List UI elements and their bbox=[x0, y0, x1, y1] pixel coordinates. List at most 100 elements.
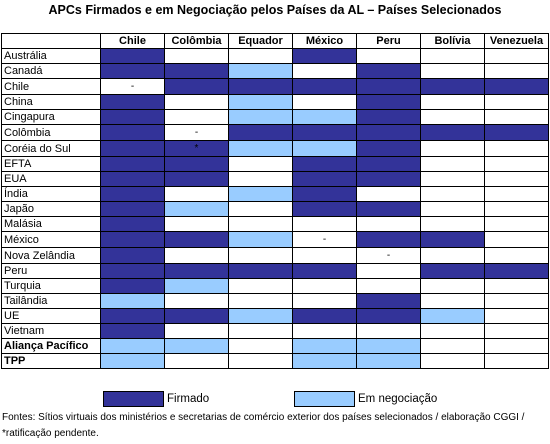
status-cell bbox=[484, 231, 549, 248]
status-cell bbox=[356, 293, 421, 309]
row-label: Peru bbox=[1, 263, 101, 279]
status-cell bbox=[420, 263, 485, 279]
status-cell bbox=[100, 338, 165, 354]
status-cell bbox=[356, 156, 421, 172]
status-cell bbox=[484, 338, 549, 354]
status-cell bbox=[484, 140, 549, 157]
row-label: Canadá bbox=[1, 63, 101, 79]
table-row: Nova Zelândia - bbox=[1, 247, 549, 264]
status-cell bbox=[420, 156, 485, 172]
status-cell bbox=[484, 263, 549, 279]
row-label: Japão bbox=[1, 201, 101, 217]
column-header: Chile bbox=[100, 33, 165, 49]
status-cell bbox=[164, 171, 229, 187]
status-cell bbox=[420, 48, 485, 64]
status-cell bbox=[164, 338, 229, 354]
table-row: Vietnam bbox=[1, 323, 549, 339]
status-cell bbox=[164, 323, 229, 339]
table-row: Peru bbox=[1, 263, 549, 279]
status-cell bbox=[228, 201, 293, 217]
status-cell bbox=[100, 63, 165, 79]
table-title: APCs Firmados e em Negociação pelos País… bbox=[48, 3, 502, 17]
status-cell bbox=[100, 231, 165, 248]
status-cell bbox=[292, 140, 357, 157]
table-row: Chile - bbox=[1, 78, 549, 95]
status-cell bbox=[292, 263, 357, 279]
status-cell bbox=[228, 124, 293, 141]
status-cell bbox=[100, 216, 165, 232]
status-cell bbox=[420, 124, 485, 141]
status-cell: - bbox=[356, 247, 421, 264]
column-header: México bbox=[292, 33, 357, 49]
status-cell bbox=[292, 278, 357, 294]
status-cell bbox=[484, 247, 549, 264]
row-label: Coréia do Sul bbox=[1, 140, 101, 157]
status-cell bbox=[228, 109, 293, 125]
status-cell bbox=[100, 293, 165, 309]
status-cell bbox=[292, 308, 357, 324]
header-corner bbox=[1, 33, 101, 49]
source-note: Fontes: Sítios virtuais dos ministérios … bbox=[2, 412, 525, 439]
status-cell bbox=[164, 263, 229, 279]
table-row: EUA bbox=[1, 171, 549, 187]
row-label: Cingapura bbox=[1, 109, 101, 125]
status-cell: - bbox=[292, 231, 357, 248]
status-cell bbox=[356, 78, 421, 95]
table-row: China bbox=[1, 94, 549, 110]
status-cell bbox=[420, 353, 485, 369]
status-cell bbox=[100, 171, 165, 187]
row-label: China bbox=[1, 94, 101, 110]
status-cell bbox=[484, 353, 549, 369]
status-cell bbox=[292, 171, 357, 187]
status-cell bbox=[420, 94, 485, 110]
status-cell bbox=[484, 124, 549, 141]
table-row: Japão bbox=[1, 201, 549, 217]
status-cell bbox=[484, 201, 549, 217]
status-cell bbox=[356, 216, 421, 232]
status-cell bbox=[484, 109, 549, 125]
row-label: EFTA bbox=[1, 156, 101, 172]
status-cell bbox=[164, 63, 229, 79]
status-cell bbox=[420, 78, 485, 95]
table-row: México - bbox=[1, 231, 549, 248]
status-cell bbox=[164, 216, 229, 232]
row-label: Turquia bbox=[1, 278, 101, 294]
status-cell bbox=[420, 247, 485, 264]
row-label: Austrália bbox=[1, 48, 101, 64]
status-cell bbox=[164, 186, 229, 202]
status-cell bbox=[484, 48, 549, 64]
table-row: Cingapura bbox=[1, 109, 549, 125]
status-cell bbox=[484, 323, 549, 339]
status-cell bbox=[420, 140, 485, 157]
status-cell bbox=[100, 323, 165, 339]
status-cell bbox=[420, 308, 485, 324]
cell-mark: - bbox=[194, 127, 199, 138]
status-cell bbox=[356, 263, 421, 279]
row-label: Malásia bbox=[1, 216, 101, 232]
status-cell bbox=[228, 186, 293, 202]
cell-mark: - bbox=[322, 234, 327, 245]
table-row: Turquia bbox=[1, 278, 549, 294]
status-cell bbox=[228, 308, 293, 324]
status-cell bbox=[100, 278, 165, 294]
status-cell bbox=[356, 278, 421, 294]
legend-firmado-swatch bbox=[103, 391, 164, 407]
table-row: Canadá bbox=[1, 63, 549, 79]
table-row: Austrália bbox=[1, 48, 549, 64]
status-cell bbox=[164, 231, 229, 248]
column-header: Colômbia bbox=[164, 33, 229, 49]
status-cell bbox=[484, 63, 549, 79]
status-cell bbox=[292, 124, 357, 141]
status-cell bbox=[228, 247, 293, 264]
row-label: Colômbia bbox=[1, 124, 101, 141]
status-cell bbox=[292, 247, 357, 264]
table-row: Tailândia bbox=[1, 293, 549, 309]
status-cell bbox=[164, 48, 229, 64]
status-cell bbox=[164, 109, 229, 125]
row-label: Nova Zelândia bbox=[1, 247, 101, 264]
status-cell bbox=[420, 109, 485, 125]
legend-firmado-label: Firmado bbox=[167, 393, 210, 405]
status-cell bbox=[420, 201, 485, 217]
status-cell bbox=[292, 293, 357, 309]
status-cell bbox=[356, 94, 421, 110]
